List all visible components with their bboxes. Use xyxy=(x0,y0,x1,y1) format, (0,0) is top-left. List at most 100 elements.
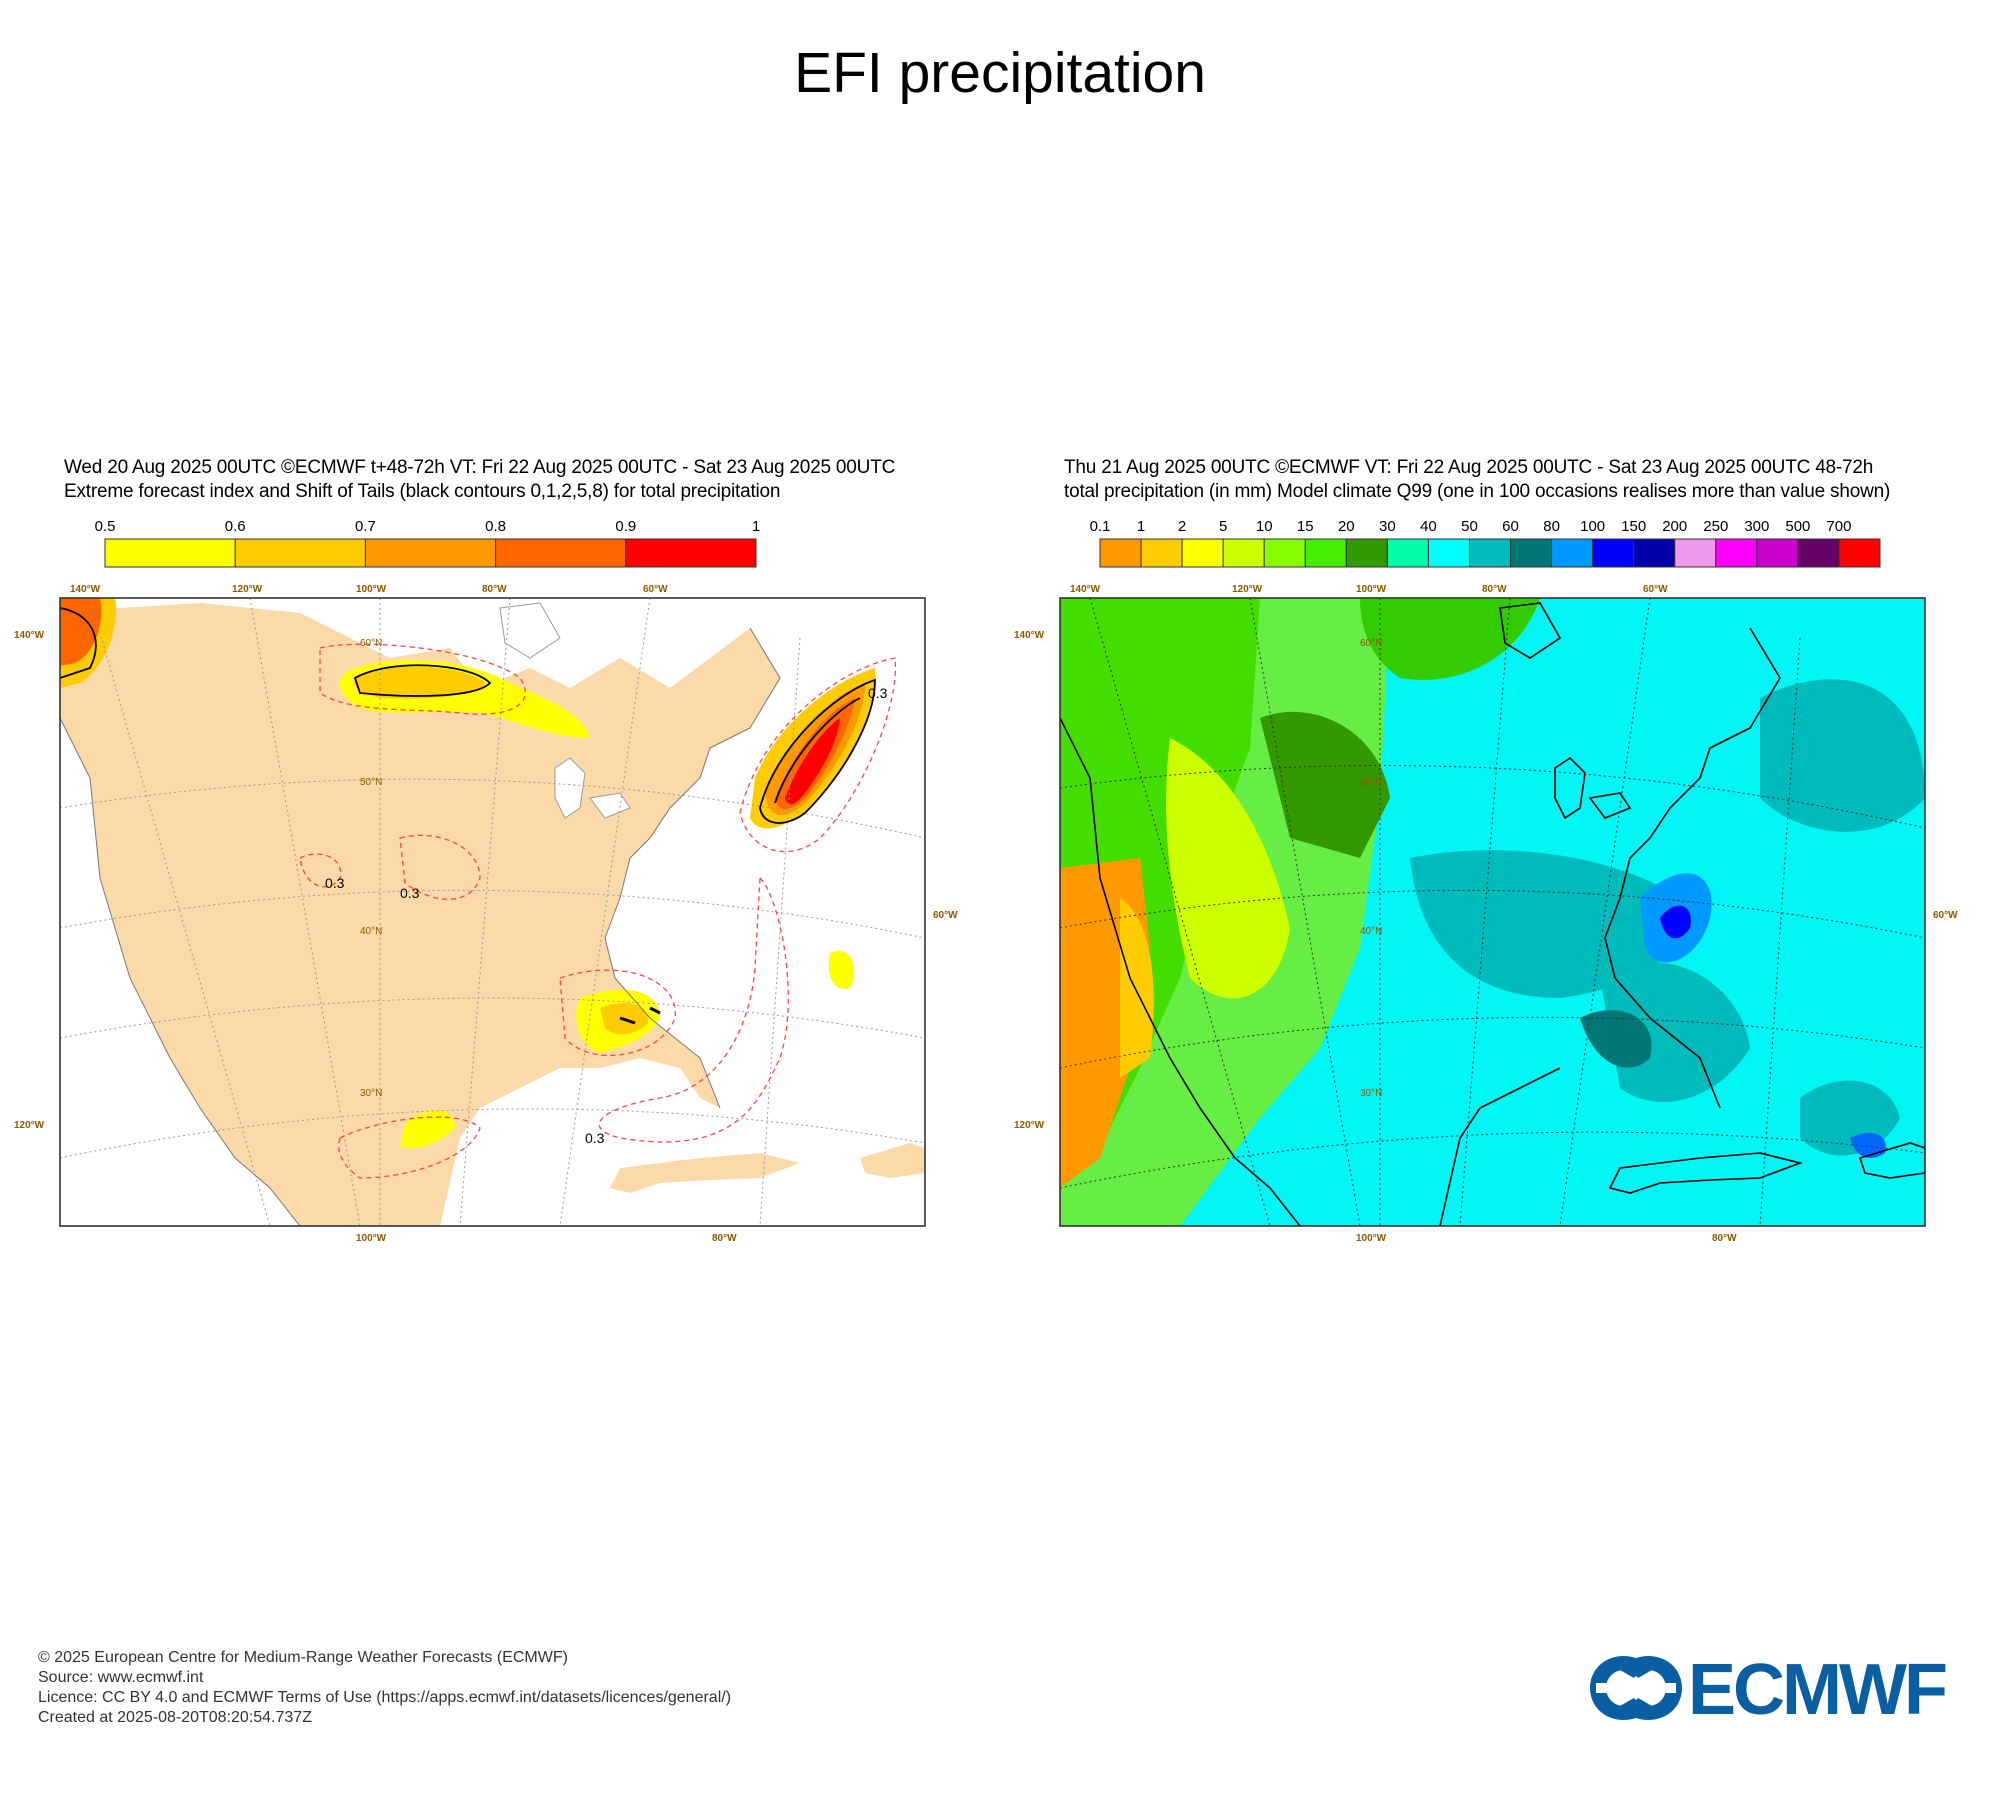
lon-label: 100°W xyxy=(356,1233,387,1244)
colorbar-swatch xyxy=(1099,538,1142,568)
colorbar-swatch xyxy=(234,538,366,568)
lon-label: 140°W xyxy=(1014,630,1045,641)
lat-label: 60°N xyxy=(360,638,382,649)
hudson-bay xyxy=(499,602,561,659)
colorbar-tick-label: 0.5 xyxy=(95,518,116,535)
caribbean-island xyxy=(610,1153,800,1193)
lon-label: 60°W xyxy=(1933,910,1958,921)
efi-dashed-contours xyxy=(299,643,897,1179)
colorbar-swatch xyxy=(1592,538,1635,568)
contour-label: 0.3 xyxy=(325,875,345,891)
coastlines xyxy=(60,627,781,1226)
precip-zone-green xyxy=(1360,598,1540,680)
ecmwf-logo-text: ECMWF xyxy=(1688,1652,1946,1724)
licence-line: Licence: CC BY 4.0 and ECMWF Terms of Us… xyxy=(38,1689,732,1706)
colorbar-tick-label: 15 xyxy=(1297,518,1314,535)
colorbar-swatch xyxy=(1181,538,1224,568)
efi-header-line1: Wed 20 Aug 2025 00UTC ©ECMWF t+48-72h VT… xyxy=(64,457,896,478)
lon-label: 120°W xyxy=(1232,584,1263,595)
colorbar-swatch xyxy=(1468,538,1512,568)
colorbar-tick-label: 150 xyxy=(1621,518,1646,535)
precip-colorbar: 0.1 1 2 5 10 15 20 30 40 50 60 80 100 150 200 250 300 500… xyxy=(1090,518,1881,568)
efi-area-ocean-spot xyxy=(828,950,854,989)
efi-header-line2: Extreme forecast index and Shift of Tail… xyxy=(64,481,781,502)
efi-area-atlantic-max xyxy=(785,718,840,805)
lat-label: 40°N xyxy=(360,926,382,937)
lon-label: 140°W xyxy=(70,584,101,595)
sot-contours xyxy=(60,607,876,1025)
colorbar-swatch xyxy=(1715,538,1758,568)
lon-label: 100°W xyxy=(1356,584,1387,595)
lon-label: 120°W xyxy=(1014,1120,1045,1131)
lon-label: 120°W xyxy=(232,584,263,595)
colorbar-swatch xyxy=(1674,538,1717,568)
precip-zone-darkgreen xyxy=(1260,711,1390,858)
colorbar-tick-label: 250 xyxy=(1703,518,1728,535)
colorbar-swatch xyxy=(1304,538,1347,568)
colorbar-swatch xyxy=(1140,538,1183,568)
colorbar-swatch xyxy=(1551,538,1594,568)
colorbar-swatch xyxy=(625,538,757,568)
caribbean-island xyxy=(860,1143,925,1178)
colorbar-swatch xyxy=(1345,538,1388,568)
colorbar-tick-label: 60 xyxy=(1502,518,1519,535)
copyright-line: © 2025 European Centre for Medium-Range … xyxy=(38,1649,568,1666)
colorbar-swatch xyxy=(104,538,236,568)
climate-header-line1: Thu 21 Aug 2025 00UTC ©ECMWF VT: Fri 22 … xyxy=(1064,457,1874,478)
colorbar-tick-label: 200 xyxy=(1662,518,1687,535)
climate-header-line2: total precipitation (in mm) Model climat… xyxy=(1064,481,1891,502)
great-lake xyxy=(554,757,586,819)
colorbar-tick-label: 30 xyxy=(1379,518,1396,535)
precip-zone-darkblue xyxy=(1660,905,1691,939)
created-line: Created at 2025-08-20T08:20:54.737Z xyxy=(38,1709,312,1726)
colorbar-swatch xyxy=(1838,538,1881,568)
colorbar-tick-label: 300 xyxy=(1744,518,1769,535)
map-frame xyxy=(1059,597,1926,1227)
colorbar-tick-label: 1 xyxy=(1137,518,1145,535)
efi-area-orange xyxy=(353,666,485,699)
lat-label: 40°N xyxy=(1360,926,1382,937)
climate-map: 140°W 120°W 100°W 80°W 60°W 100°W 80°W 6… xyxy=(1014,584,1958,1244)
efi-colorbar: 0.5 0.6 0.7 0.8 0.9 1 xyxy=(95,518,760,568)
colorbar-swatch xyxy=(364,538,497,568)
precip-zone-teal xyxy=(1760,679,1925,832)
precip-zone-gold xyxy=(1120,898,1154,1078)
lon-label: 80°W xyxy=(1712,1233,1737,1244)
efi-panel: Wed 20 Aug 2025 00UTC ©ECMWF t+48-72h VT… xyxy=(14,450,1000,1250)
precip-zone-darkteal xyxy=(1580,1010,1652,1068)
efi-area-texas xyxy=(400,1110,455,1149)
colorbar-tick-label: 0.9 xyxy=(615,518,636,535)
precip-zone-lime xyxy=(1166,738,1290,999)
lat-label: 50°N xyxy=(1360,777,1382,788)
contour-label: 0.3 xyxy=(585,1130,605,1146)
lon-label: 60°W xyxy=(1643,584,1668,595)
great-lake xyxy=(589,792,631,819)
lat-label: 50°N xyxy=(360,777,382,788)
contour-label: 0.3 xyxy=(868,685,888,701)
colorbar-tick-label: 5 xyxy=(1219,518,1227,535)
colorbar-swatch xyxy=(1263,538,1306,568)
colorbar-tick-label: 10 xyxy=(1256,518,1273,535)
footer: © 2025 European Centre for Medium-Range … xyxy=(38,1648,731,1728)
map-labels: 140°W 120°W 100°W 80°W 60°W 100°W 80°W 6… xyxy=(1014,584,1958,1244)
colorbar-tick-label: 500 xyxy=(1785,518,1810,535)
ecmwf-logo-icon xyxy=(1590,1656,1682,1720)
contour-label: 0.3 xyxy=(400,885,420,901)
lon-label: 140°W xyxy=(14,630,45,641)
colorbar-tick-label: 0.1 xyxy=(1090,518,1111,535)
graticule xyxy=(1060,598,1925,1226)
precip-zone-teal xyxy=(1410,850,1684,998)
lon-label: 100°W xyxy=(356,584,387,595)
lat-label: 30°N xyxy=(1360,1088,1382,1099)
colorbar-tick-label: 80 xyxy=(1543,518,1560,535)
colorbar-tick-label: 40 xyxy=(1420,518,1437,535)
colorbar-swatch xyxy=(1386,538,1429,568)
model-climate-panel: Thu 21 Aug 2025 00UTC ©ECMWF VT: Fri 22 … xyxy=(1014,450,2000,1250)
lon-label: 100°W xyxy=(1356,1233,1387,1244)
colorbar-tick-label: 700 xyxy=(1826,518,1851,535)
colorbar-swatch xyxy=(1633,538,1676,568)
lon-label: 80°W xyxy=(1482,584,1507,595)
colorbar-tick-label: 2 xyxy=(1178,518,1186,535)
land-mass xyxy=(60,603,780,1226)
colorbar-tick-label: 0.7 xyxy=(355,518,376,535)
